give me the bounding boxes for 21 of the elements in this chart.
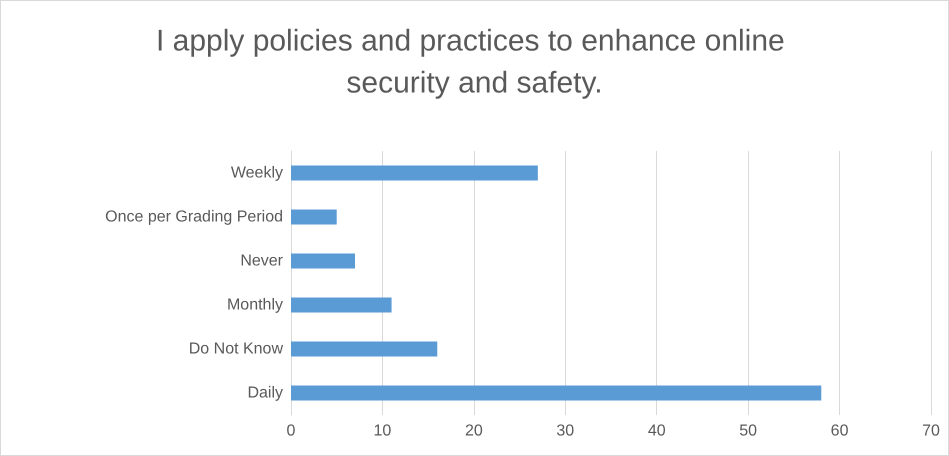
y-tick-label: Once per Grading Period xyxy=(105,208,283,226)
bar xyxy=(291,298,392,312)
x-tick-label: 20 xyxy=(464,422,483,440)
y-tick-label: Do Not Know xyxy=(188,340,284,358)
y-tick-label: Weekly xyxy=(230,164,283,182)
bar xyxy=(291,386,822,400)
x-tick-label: 70 xyxy=(922,422,940,440)
chart-title: I apply policies and practices to enhance online security and safety. xyxy=(156,24,794,100)
x-tick-label: 50 xyxy=(739,422,758,440)
y-tick-label: Never xyxy=(240,252,284,270)
x-tick-label: 40 xyxy=(648,422,666,440)
x-tick-label: 60 xyxy=(830,422,849,440)
bar xyxy=(291,210,337,224)
x-tick-label: 0 xyxy=(286,422,296,440)
bar xyxy=(291,254,355,268)
x-tick-label: 30 xyxy=(556,422,574,440)
bar xyxy=(291,342,438,356)
y-tick-label: Daily xyxy=(247,384,283,402)
y-tick-label: Monthly xyxy=(226,296,283,314)
x-tick-label: 10 xyxy=(374,422,392,440)
bar xyxy=(291,166,538,180)
